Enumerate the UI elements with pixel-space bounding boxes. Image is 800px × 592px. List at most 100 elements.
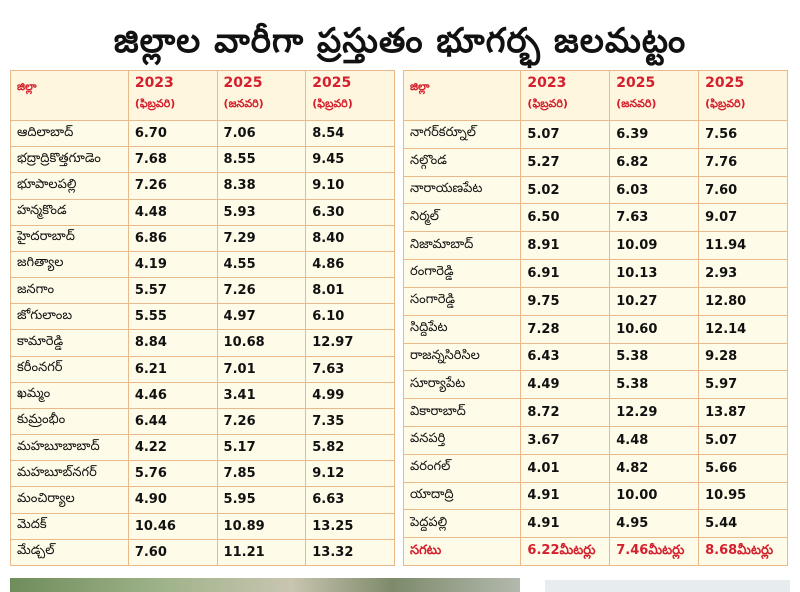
value-2025-jan: 6.39 bbox=[609, 120, 700, 149]
district-cell: నిజామాబాద్ bbox=[402, 231, 522, 261]
district-cell: నల్గొండ bbox=[402, 147, 522, 177]
table-row: పెద్దపల్లి 4.91 4.95 5.44 bbox=[402, 509, 788, 539]
value-2025-jan: 7.26 bbox=[216, 407, 307, 436]
value-2025-jan: 11.21 bbox=[216, 538, 307, 567]
district-cell: కరీంనగర్ bbox=[10, 355, 129, 383]
value-2023-feb: 5.02 bbox=[520, 175, 611, 205]
table-row: హన్మకొండ 4.48 5.93 6.30 bbox=[10, 198, 395, 226]
value-2025-jan: 6.03 bbox=[609, 175, 700, 205]
left-table-body: ఆదిలాబాద్ 6.70 7.06 8.54 భద్రాద్రికొత్తగూడెం… bbox=[10, 119, 395, 567]
left-table: జిల్లా 2023 (ఫిబ్రవరి) 2025 (జనవరి) 2025 (ఫ… bbox=[10, 70, 395, 567]
table-row: కరీంనగర్ 6.21 7.01 7.63 bbox=[10, 355, 395, 383]
value-2025-feb: 12.80 bbox=[698, 286, 788, 316]
page-title: జిల్లాల వారీగా ప్రస్తుతం భూగర్భ జలమట్టం bbox=[113, 21, 687, 61]
value-2025-feb: 8.54 bbox=[305, 119, 395, 148]
district-cell: మేడ్చల్ bbox=[10, 538, 129, 567]
value-2025-feb: 9.28 bbox=[698, 342, 788, 372]
table-row: జోగులాంబ 5.55 4.97 6.10 bbox=[10, 303, 395, 331]
value-2025-feb: 2.93 bbox=[698, 259, 788, 288]
value-2023-feb: 8.91 bbox=[520, 231, 611, 261]
table-row: రంగారెడ్డి 6.91 10.13 2.93 bbox=[402, 259, 788, 288]
district-cell: సూర్యాపేట bbox=[402, 370, 522, 400]
value-2025-feb: 6.63 bbox=[305, 486, 395, 514]
value-2025-feb: 13.25 bbox=[305, 512, 395, 540]
table-row: ఆదిలాబాద్ 6.70 7.06 8.54 bbox=[10, 119, 395, 148]
right-table-body: నాగర్‌కర్నూల్ 5.07 6.39 7.56 నల్గొండ 5.27 6.82… bbox=[402, 120, 788, 566]
value-2025-jan: 4.95 bbox=[609, 509, 700, 539]
table-row: కుమ్రంభీం 6.44 7.26 7.35 bbox=[10, 407, 395, 436]
district-cell: వికారాబాద్ bbox=[402, 398, 522, 427]
value-2025-jan: 12.29 bbox=[609, 398, 700, 427]
value-2023-feb: 6.86 bbox=[127, 224, 218, 252]
value-2025-jan: 7.06 bbox=[216, 119, 307, 148]
value-2025-jan: 5.38 bbox=[609, 370, 700, 400]
average-2025-feb: 8.68మీటర్లు bbox=[698, 537, 788, 566]
table-row: కామారెడ్డి 8.84 10.68 12.97 bbox=[10, 329, 395, 357]
value-2023-feb: 10.46 bbox=[127, 512, 218, 540]
table-row: నాగర్‌కర్నూల్ 5.07 6.39 7.56 bbox=[402, 120, 788, 149]
header-col1: 2023 (ఫిబ్రవరి) bbox=[127, 70, 218, 121]
value-2025-jan: 3.41 bbox=[216, 381, 307, 409]
table-row: సిద్దిపేట 7.28 10.60 12.14 bbox=[402, 314, 788, 344]
value-2025-feb: 4.99 bbox=[305, 381, 395, 409]
value-2023-feb: 4.90 bbox=[127, 486, 218, 514]
value-2025-jan: 7.63 bbox=[609, 203, 700, 233]
district-cell: మహబూబ్‌నగర్ bbox=[10, 460, 129, 488]
value-2023-feb: 6.91 bbox=[520, 259, 611, 288]
table-row: నారాయణపేట 5.02 6.03 7.60 bbox=[402, 175, 788, 205]
value-2023-feb: 4.01 bbox=[520, 453, 611, 483]
value-2023-feb: 9.75 bbox=[520, 286, 611, 316]
tables-container: జిల్లా 2023 (ఫిబ్రవరి) 2025 (జనవరి) 2025 (ఫ… bbox=[10, 70, 788, 567]
district-cell: ఖమ్మం bbox=[10, 381, 129, 409]
value-2025-jan: 7.26 bbox=[216, 277, 307, 305]
value-2025-feb: 8.01 bbox=[305, 277, 395, 305]
district-cell: భద్రాద్రికొత్తగూడెం bbox=[10, 146, 129, 174]
table-row: నిజామాబాద్ 8.91 10.09 11.94 bbox=[402, 231, 788, 261]
value-2025-jan: 5.38 bbox=[609, 342, 700, 372]
district-cell: రంగారెడ్డి bbox=[402, 259, 522, 288]
value-2025-jan: 7.85 bbox=[216, 460, 307, 488]
value-2025-feb: 12.14 bbox=[698, 314, 788, 344]
district-cell: కుమ్రంభీం bbox=[10, 407, 129, 436]
average-2025-jan: 7.46మీటర్లు bbox=[609, 537, 700, 566]
header-col3: 2025 (ఫిబ్రవరి) bbox=[305, 70, 395, 121]
value-2023-feb: 6.50 bbox=[520, 203, 611, 233]
value-2025-jan: 10.60 bbox=[609, 314, 700, 344]
table-row: వికారాబాద్ 8.72 12.29 13.87 bbox=[402, 398, 788, 427]
value-2025-feb: 6.30 bbox=[305, 198, 395, 226]
district-cell: భూపాలపల్లి bbox=[10, 172, 129, 200]
value-2025-feb: 7.76 bbox=[698, 147, 788, 177]
district-cell: కామారెడ్డి bbox=[10, 329, 129, 357]
table-row: యాదాద్రి 4.91 10.00 10.95 bbox=[402, 481, 788, 511]
value-2025-jan: 6.82 bbox=[609, 147, 700, 177]
value-2023-feb: 7.26 bbox=[127, 172, 218, 200]
value-2023-feb: 3.67 bbox=[520, 425, 611, 455]
value-2025-jan: 4.48 bbox=[609, 425, 700, 455]
value-2025-jan: 8.55 bbox=[216, 146, 307, 174]
value-2023-feb: 8.72 bbox=[520, 398, 611, 427]
table-row: హైదరాబాద్ 6.86 7.29 8.40 bbox=[10, 224, 395, 252]
table-row: సూర్యాపేట 4.49 5.38 5.97 bbox=[402, 370, 788, 400]
table-row: భద్రాద్రికొత్తగూడెం 7.68 8.55 9.45 bbox=[10, 146, 395, 174]
value-2025-jan: 5.95 bbox=[216, 486, 307, 514]
photo-strip-right bbox=[545, 580, 790, 592]
photo-strip-left bbox=[10, 578, 520, 592]
value-2025-feb: 13.32 bbox=[305, 538, 395, 567]
value-2025-feb: 9.10 bbox=[305, 172, 395, 200]
district-cell: వనపర్తి bbox=[402, 425, 522, 455]
value-2023-feb: 7.28 bbox=[520, 314, 611, 344]
table-row: మహబూబాబాద్ 4.22 5.17 5.82 bbox=[10, 434, 395, 462]
header-col2: 2025 (జనవరి) bbox=[609, 70, 700, 121]
value-2023-feb: 6.44 bbox=[127, 407, 218, 436]
value-2025-feb: 10.95 bbox=[698, 481, 788, 511]
value-2025-jan: 5.93 bbox=[216, 198, 307, 226]
district-cell: మెదక్ bbox=[10, 512, 129, 540]
value-2025-feb: 8.40 bbox=[305, 224, 395, 252]
value-2023-feb: 6.43 bbox=[520, 342, 611, 372]
value-2025-feb: 5.97 bbox=[698, 370, 788, 400]
district-cell: ఆదిలాబాద్ bbox=[10, 119, 129, 148]
value-2025-jan: 5.17 bbox=[216, 434, 307, 462]
value-2025-feb: 9.12 bbox=[305, 460, 395, 488]
value-2025-feb: 6.10 bbox=[305, 303, 395, 331]
table-row: జనగాం 5.57 7.26 8.01 bbox=[10, 277, 395, 305]
